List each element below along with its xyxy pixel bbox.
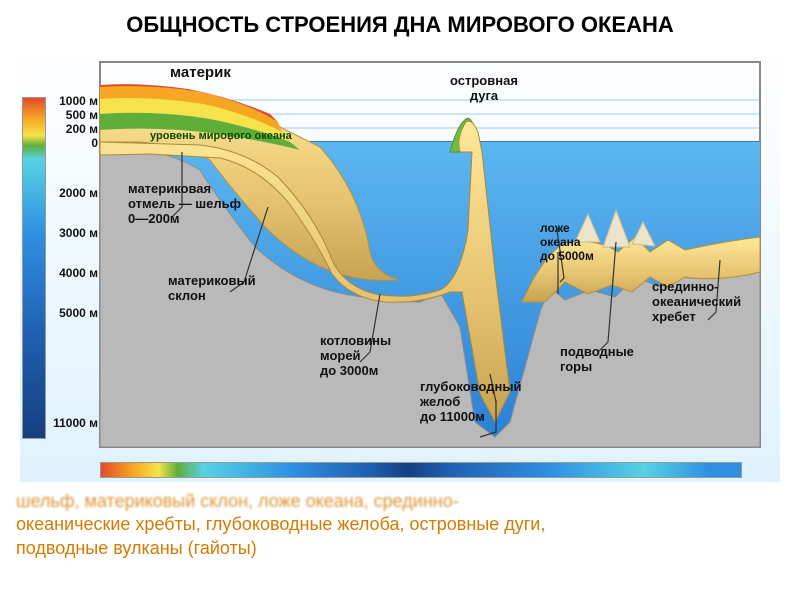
label-slope: материковый склон <box>168 274 256 304</box>
footer-text: шельф, материковый склон, ложе океана, с… <box>0 482 800 560</box>
label-floor: ложе океана до 5000м <box>540 222 594 263</box>
page-title: ОБЩНОСТЬ СТРОЕНИЯ ДНА МИРОВОГО ОКЕАНА <box>0 0 800 42</box>
cross-section-svg <box>20 42 780 482</box>
label-sea-level: уровень мирового океана <box>150 130 292 143</box>
label-ridge: срединно- океанический хребет <box>652 280 741 325</box>
diagram: 1000 м 500 м 200 м 0 2000 м 3000 м 4000 … <box>20 42 780 482</box>
label-continent: материк <box>170 64 231 81</box>
label-seamounts: подводные горы <box>560 345 634 375</box>
label-trench: глубоководный желоб до 11000м <box>420 380 521 425</box>
footer-line: подводные вулканы (гайоты) <box>16 537 784 560</box>
footer-line: шельф, материковый склон, ложе океана, с… <box>16 490 784 513</box>
label-shelf: материковая отмель — шельф 0—200м <box>128 182 241 227</box>
label-basin: котловины морей до 3000м <box>320 334 391 379</box>
label-island-arc: островная дуга <box>450 74 518 104</box>
footer-line: океанические хребты, глубоководные желоб… <box>16 513 784 536</box>
